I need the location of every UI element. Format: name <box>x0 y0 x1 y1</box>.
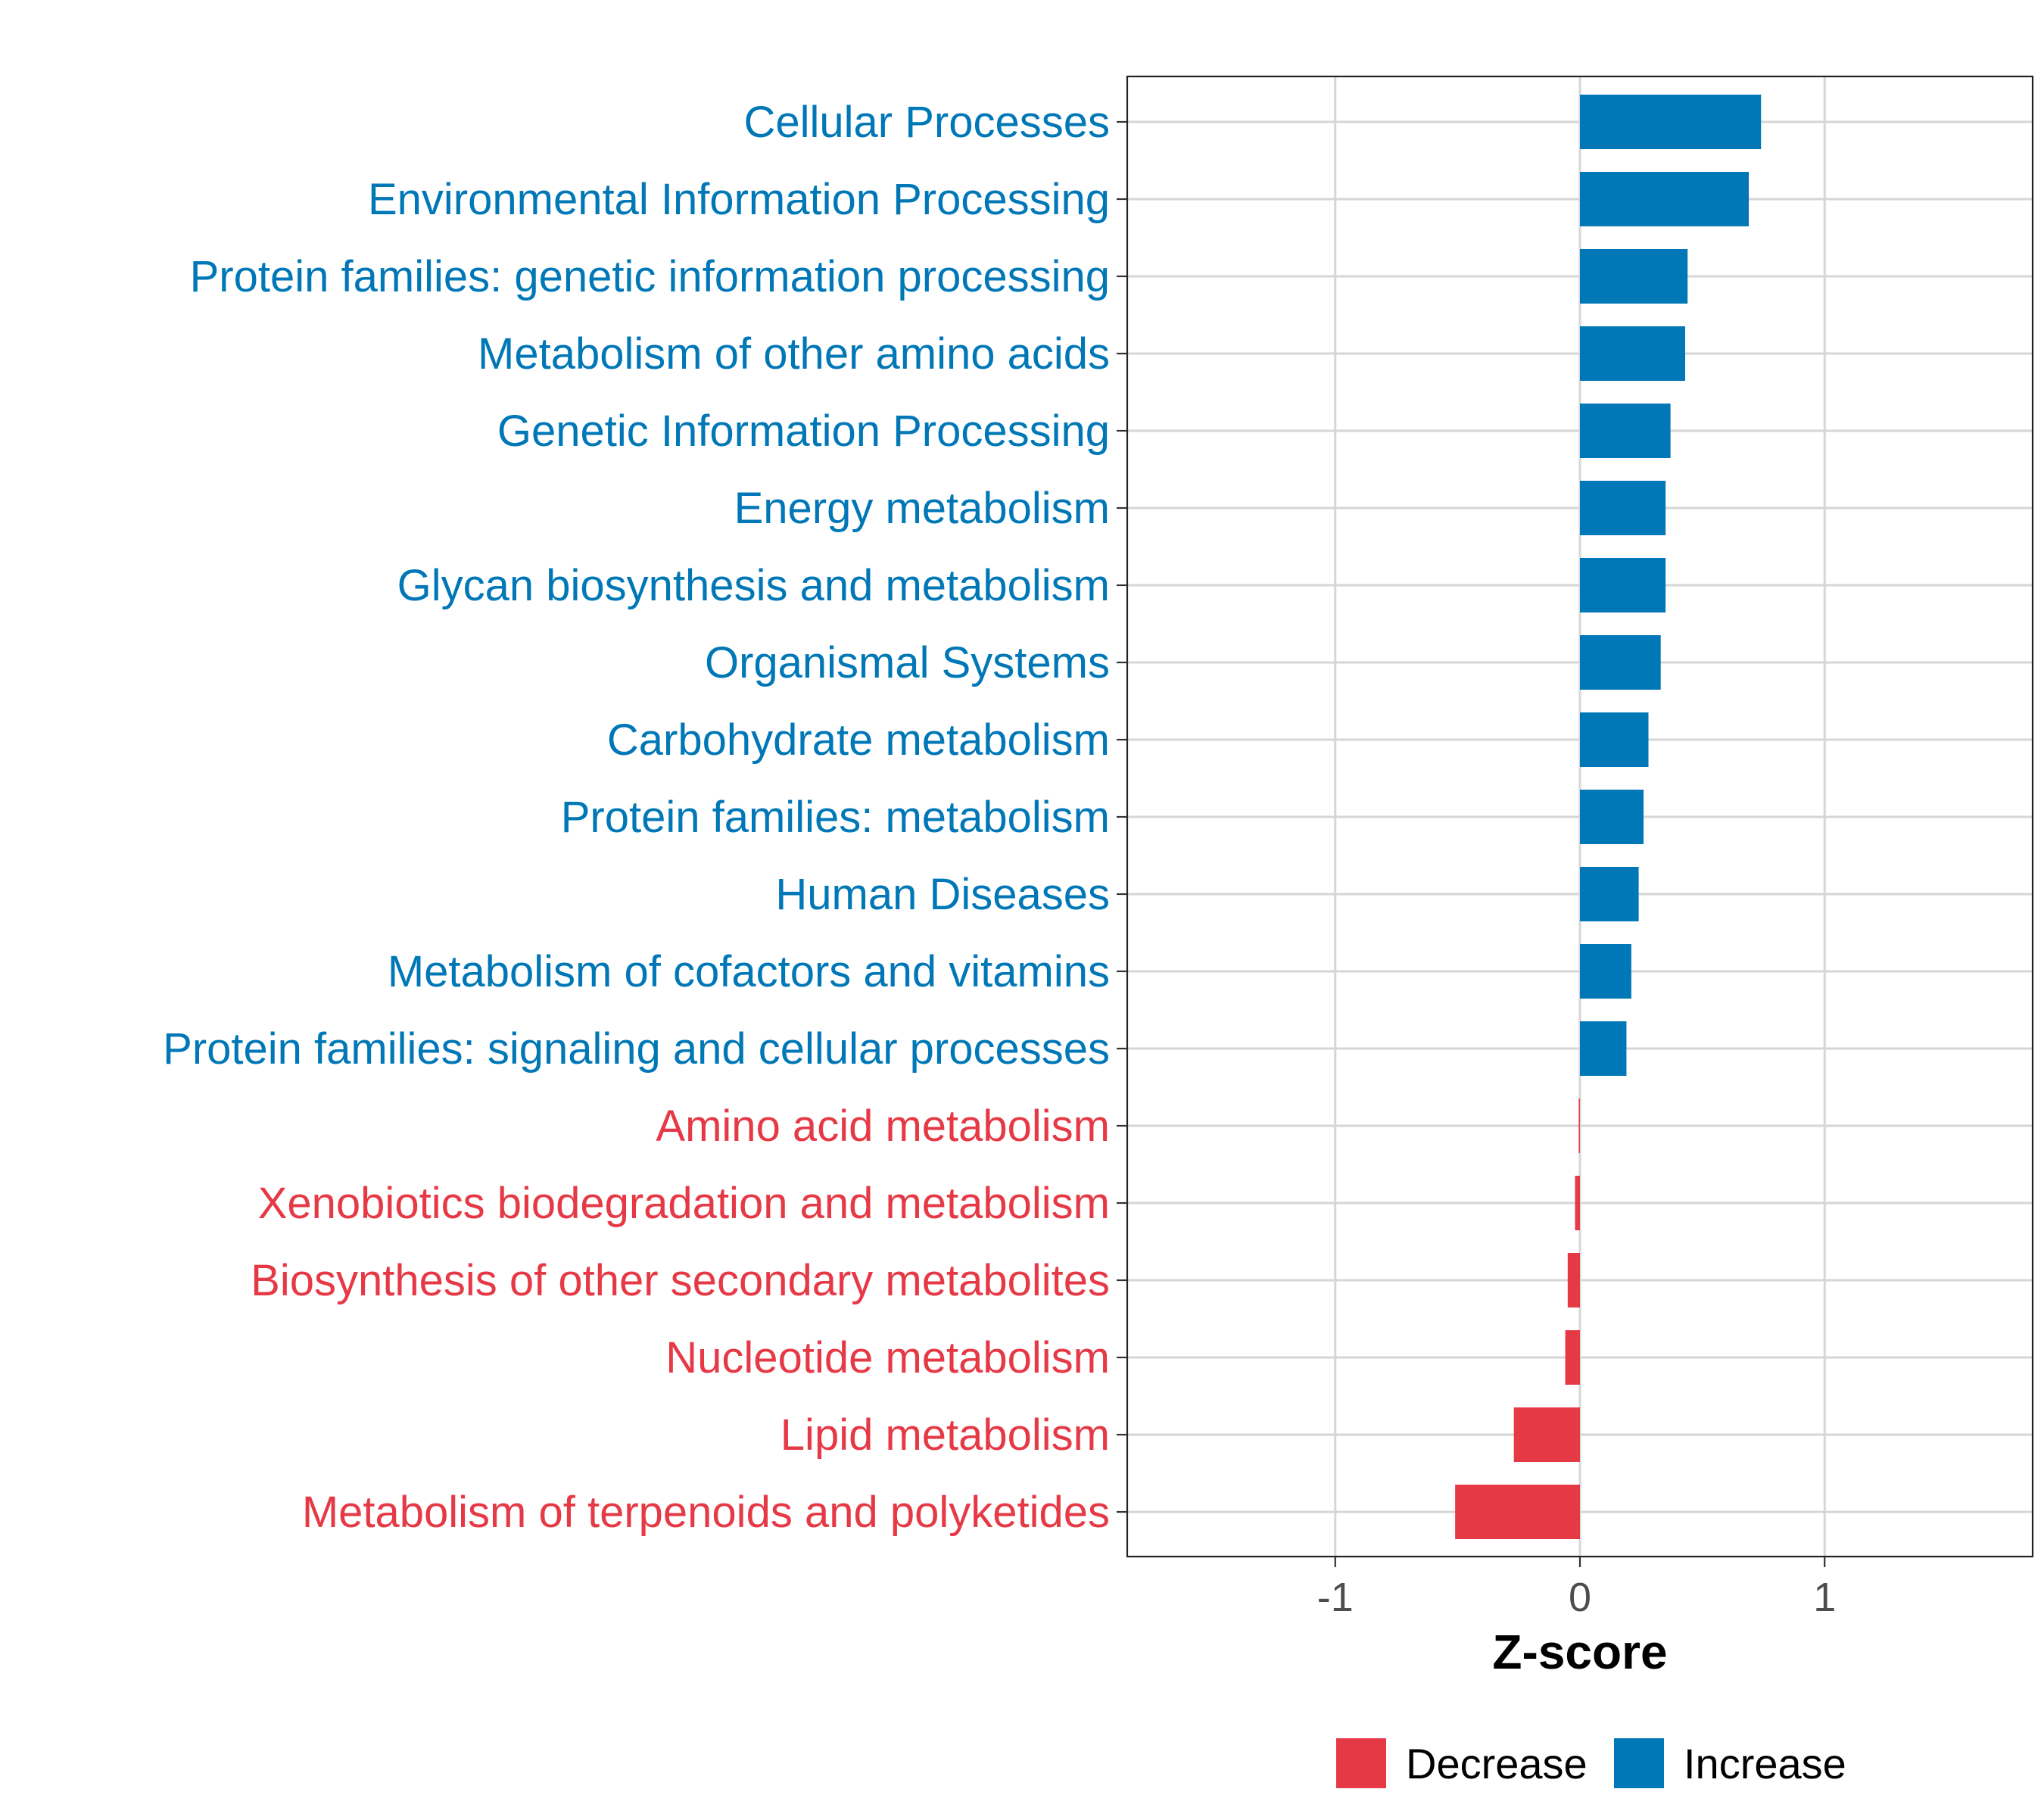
y-axis-ticks <box>1117 120 1127 1513</box>
category-label: Human Diseases <box>775 870 1110 919</box>
category-label: Energy metabolism <box>734 484 1110 533</box>
x-axis-ticks <box>1334 1557 1826 1567</box>
bar-3 <box>1580 326 1685 381</box>
bar-12 <box>1580 1021 1627 1076</box>
category-label: Metabolism of terpenoids and polyketides <box>302 1488 1110 1537</box>
category-label: Protein families: metabolism <box>561 793 1110 842</box>
bar-9 <box>1580 790 1644 844</box>
bar-0 <box>1580 95 1762 149</box>
bar-10 <box>1580 867 1639 921</box>
bar-13 <box>1578 1099 1580 1153</box>
category-label: Environmental Information Processing <box>368 175 1110 224</box>
legend-key-decrease <box>1336 1738 1386 1788</box>
x-tick-label: 1 <box>1813 1575 1836 1620</box>
bar-11 <box>1580 944 1631 999</box>
legend: Decrease Increase <box>1336 1738 1846 1788</box>
category-label: Amino acid metabolism <box>656 1102 1110 1151</box>
bar-2 <box>1580 249 1688 304</box>
category-label: Organismal Systems <box>705 638 1110 687</box>
x-tick-label: -1 <box>1317 1575 1354 1620</box>
bar-7 <box>1580 635 1661 690</box>
category-label: Genetic Information Processing <box>497 407 1110 456</box>
bar-15 <box>1567 1253 1580 1307</box>
category-label: Carbohydrate metabolism <box>607 715 1110 765</box>
category-label: Biosynthesis of other secondary metaboli… <box>251 1256 1110 1305</box>
x-axis-title: Z-score <box>1492 1625 1667 1679</box>
legend-key-increase <box>1614 1738 1664 1788</box>
bars <box>1455 95 1762 1539</box>
category-label: Metabolism of cofactors and vitamins <box>388 947 1110 996</box>
category-label: Metabolism of other amino acids <box>478 329 1110 379</box>
bar-18 <box>1455 1485 1580 1539</box>
category-label: Lipid metabolism <box>781 1410 1110 1460</box>
category-label: Xenobiotics biodegradation and metabolis… <box>258 1179 1110 1228</box>
x-axis-tick-labels: -1 0 1 <box>1317 1575 1837 1620</box>
bar-5 <box>1580 481 1666 535</box>
category-label: Cellular Processes <box>743 98 1110 147</box>
category-label: Glycan biosynthesis and metabolism <box>397 561 1110 610</box>
bar-16 <box>1565 1330 1580 1385</box>
legend-label-decrease: Decrease <box>1406 1740 1588 1787</box>
category-label: Protein families: signaling and cellular… <box>163 1024 1110 1074</box>
y-axis-labels: Cellular Processes Environmental Informat… <box>163 98 1110 1537</box>
x-tick-label: 0 <box>1569 1575 1591 1620</box>
category-label: Protein families: genetic information pr… <box>190 252 1110 301</box>
category-label: Nucleotide metabolism <box>665 1333 1110 1382</box>
legend-label-increase: Increase <box>1684 1740 1846 1787</box>
bar-17 <box>1513 1407 1580 1462</box>
bar-8 <box>1580 712 1649 767</box>
bar-6 <box>1580 558 1666 612</box>
bar-4 <box>1580 404 1671 458</box>
bar-1 <box>1580 172 1750 226</box>
bar-14 <box>1575 1176 1580 1230</box>
